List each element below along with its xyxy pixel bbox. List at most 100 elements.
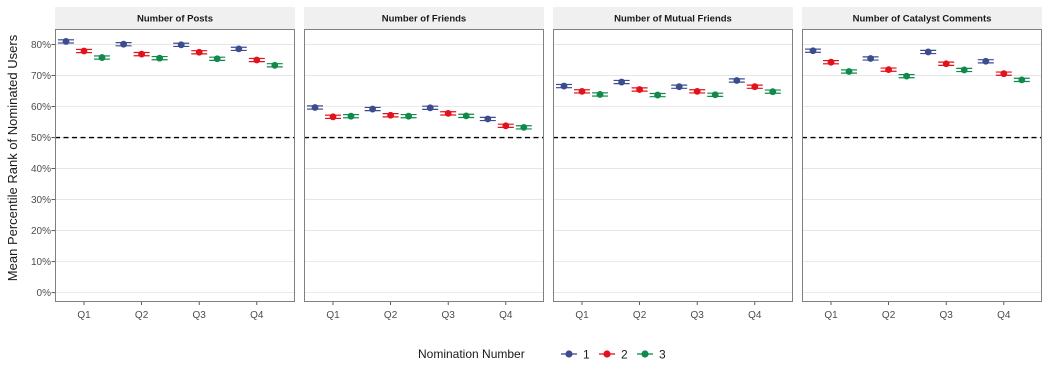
panel-border (553, 29, 793, 302)
legend-key-point (641, 350, 649, 358)
data-point (369, 105, 376, 113)
x-tick-label: Q3 (940, 310, 954, 321)
x-tick-label: Q1 (575, 310, 589, 321)
data-point (80, 47, 88, 55)
data-point (711, 91, 719, 99)
x-tick-label: Q3 (442, 310, 456, 321)
y-axis-title: Mean Percentile Rank of Nominated Users (5, 34, 20, 281)
data-point (636, 86, 643, 93)
data-point (560, 82, 568, 90)
legend-key-label: 2 (621, 348, 628, 362)
panel-border (802, 29, 1042, 302)
facet-strip (304, 7, 544, 29)
facet-panels: Number of Posts Q1 Q2 Q3 Q4 Number of Friends… (55, 7, 1042, 321)
data-point (98, 54, 106, 61)
data-point (654, 91, 661, 99)
x-tick-label: Q3 (691, 310, 705, 321)
facet-title: Number of Friends (382, 14, 466, 25)
x-tick-label: Q4 (499, 310, 513, 321)
data-point (903, 72, 910, 80)
y-tick-label: 0% (37, 288, 52, 299)
data-point (329, 113, 337, 121)
facet-title: Number of Catalyst Comments (853, 14, 992, 25)
data-point (982, 57, 990, 65)
data-point (769, 88, 777, 96)
x-tick-label: Q2 (633, 310, 647, 321)
data-point (502, 122, 510, 130)
legend-key: 2 (599, 348, 628, 362)
data-point (751, 83, 759, 91)
y-tick-label: 40% (31, 164, 51, 175)
x-tick-label: Q4 (250, 310, 264, 321)
data-point (462, 112, 470, 120)
data-point (1018, 76, 1026, 84)
x-tick-label: Q1 (824, 310, 838, 321)
y-tick-label: 10% (31, 257, 51, 268)
facet-panel: Number of Posts Q1 Q2 Q3 Q4 (55, 7, 295, 321)
data-point (845, 68, 853, 75)
data-point (347, 112, 355, 120)
data-point (733, 77, 741, 84)
data-point (618, 78, 625, 86)
data-point (924, 48, 932, 56)
data-point (405, 112, 412, 120)
data-point (885, 66, 892, 74)
data-point (253, 56, 261, 64)
data-point (960, 66, 968, 74)
x-tick-label: Q3 (193, 310, 207, 321)
x-tick-label: Q2 (882, 310, 896, 321)
facet-title: Number of Posts (137, 14, 213, 25)
data-point (1000, 70, 1008, 78)
data-point (675, 83, 683, 91)
data-point (311, 104, 319, 111)
data-point (195, 48, 203, 56)
legend-title: Nomination Number (418, 347, 525, 361)
legend-key: 1 (561, 348, 590, 362)
data-point (271, 61, 279, 69)
facet-panel: Number of Mutual Friends Q1 Q2 Q3 Q4 (553, 7, 793, 321)
legend-key-point (603, 350, 611, 358)
facet-title: Number of Mutual Friends (614, 14, 732, 25)
data-point (942, 60, 950, 68)
legend: Nomination Number 1 2 3 (418, 347, 666, 362)
data-point (235, 45, 243, 53)
x-tick-label: Q2 (135, 310, 149, 321)
data-point (867, 55, 874, 62)
y-tick-label: 50% (31, 133, 51, 144)
data-point (809, 47, 817, 55)
y-axis-ticks: 0% 10% 20% 30% 40% 50% 60% 70% 80% (31, 40, 55, 299)
y-tick-label: 60% (31, 102, 51, 113)
panel-border (55, 29, 295, 302)
facet-strip (802, 7, 1042, 29)
x-tick-label: Q2 (384, 310, 398, 321)
panel-border (304, 29, 544, 302)
x-tick-label: Q4 (997, 310, 1011, 321)
legend-key: 3 (637, 348, 666, 362)
legend-key-label: 1 (583, 348, 590, 362)
data-point (484, 115, 492, 123)
x-tick-label: Q1 (77, 310, 91, 321)
data-point (120, 40, 127, 48)
legend-key-label: 3 (659, 348, 666, 362)
data-point (62, 38, 70, 45)
y-tick-label: 30% (31, 195, 51, 206)
data-point (520, 123, 528, 131)
data-point (426, 104, 434, 112)
data-point (827, 58, 835, 66)
facet-panel: Number of Friends Q1 Q2 Q3 Q4 (304, 7, 544, 321)
facet-strip (553, 7, 793, 29)
data-point (693, 87, 701, 95)
data-point (138, 50, 146, 58)
data-point (387, 111, 394, 119)
y-tick-label: 20% (31, 226, 51, 237)
y-tick-label: 80% (31, 40, 51, 51)
data-point (156, 54, 164, 62)
y-tick-label: 70% (31, 71, 51, 82)
data-point (213, 55, 221, 63)
data-point (177, 41, 185, 49)
data-point (596, 91, 604, 98)
legend-keys: 1 2 3 (561, 348, 666, 362)
facet-strip (55, 7, 295, 29)
data-point (578, 87, 586, 95)
